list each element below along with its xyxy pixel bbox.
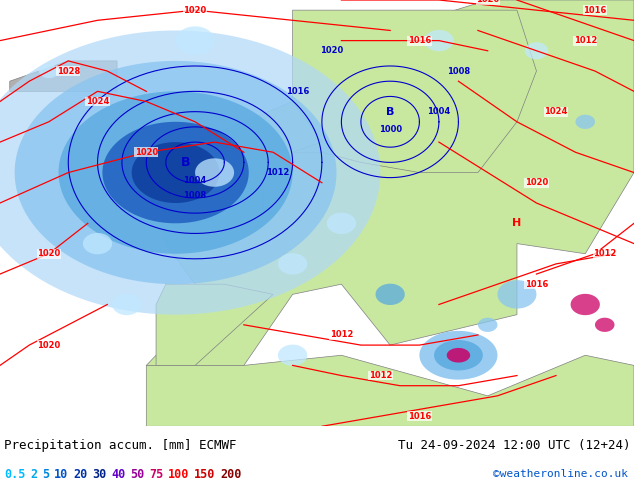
Text: 5: 5 <box>42 467 49 481</box>
Polygon shape <box>132 142 219 203</box>
Text: B: B <box>386 107 394 117</box>
Polygon shape <box>420 331 498 380</box>
Text: 1012: 1012 <box>574 36 597 45</box>
Text: 40: 40 <box>111 467 126 481</box>
Polygon shape <box>375 284 404 305</box>
Text: 1008: 1008 <box>183 192 207 200</box>
Text: 1012: 1012 <box>330 330 353 340</box>
Polygon shape <box>424 30 453 51</box>
Text: Tu 24-09-2024 12:00 UTC (12+24): Tu 24-09-2024 12:00 UTC (12+24) <box>398 439 630 452</box>
Polygon shape <box>156 284 273 366</box>
Text: 1020: 1020 <box>525 178 548 187</box>
Polygon shape <box>103 122 249 223</box>
Text: 1000: 1000 <box>378 125 402 134</box>
Polygon shape <box>478 318 498 332</box>
Polygon shape <box>327 213 356 234</box>
Polygon shape <box>10 61 117 91</box>
Text: 1004: 1004 <box>183 176 207 185</box>
Polygon shape <box>278 253 307 274</box>
Text: 100: 100 <box>168 467 190 481</box>
Text: 75: 75 <box>149 467 163 481</box>
Text: 1020: 1020 <box>476 0 500 4</box>
Text: ©weatheronline.co.uk: ©weatheronline.co.uk <box>493 469 628 479</box>
Text: 1016: 1016 <box>525 280 548 289</box>
Polygon shape <box>176 26 214 55</box>
Polygon shape <box>58 91 293 254</box>
Text: 10: 10 <box>54 467 68 481</box>
Text: Precipitation accum. [mm] ECMWF: Precipitation accum. [mm] ECMWF <box>4 439 236 452</box>
Text: H: H <box>512 219 522 228</box>
Polygon shape <box>146 0 634 366</box>
Text: 2: 2 <box>30 467 37 481</box>
Text: 150: 150 <box>194 467 216 481</box>
Text: 20: 20 <box>73 467 87 481</box>
Polygon shape <box>434 340 483 370</box>
Polygon shape <box>576 115 595 129</box>
Polygon shape <box>39 64 58 78</box>
Polygon shape <box>146 355 634 426</box>
Text: 1016: 1016 <box>583 6 607 15</box>
Polygon shape <box>83 233 112 254</box>
Text: 1024: 1024 <box>544 107 567 116</box>
Polygon shape <box>293 10 536 172</box>
Text: 1020: 1020 <box>37 341 60 349</box>
Polygon shape <box>185 142 263 223</box>
Polygon shape <box>447 348 470 363</box>
Text: 1016: 1016 <box>408 36 431 45</box>
Text: 1016: 1016 <box>286 87 309 96</box>
Text: 1024: 1024 <box>86 97 109 106</box>
Text: 1008: 1008 <box>447 67 470 75</box>
Polygon shape <box>195 158 234 187</box>
Polygon shape <box>595 318 614 332</box>
Text: 1012: 1012 <box>593 249 616 258</box>
Text: 30: 30 <box>92 467 107 481</box>
Text: 1012: 1012 <box>369 371 392 380</box>
Text: 1012: 1012 <box>266 168 290 177</box>
Text: 50: 50 <box>130 467 145 481</box>
Polygon shape <box>571 294 600 315</box>
Text: 1016: 1016 <box>408 412 431 420</box>
Text: B: B <box>181 156 190 169</box>
Text: 200: 200 <box>220 467 242 481</box>
Text: 1020: 1020 <box>183 6 207 15</box>
Polygon shape <box>112 294 141 315</box>
Text: 1020: 1020 <box>134 148 158 157</box>
Text: 1020: 1020 <box>320 46 343 55</box>
Polygon shape <box>525 42 548 59</box>
Text: 1004: 1004 <box>427 107 451 116</box>
Polygon shape <box>278 344 307 366</box>
Text: 1028: 1028 <box>56 67 80 75</box>
Polygon shape <box>498 280 536 309</box>
Text: 1020: 1020 <box>37 249 60 258</box>
Polygon shape <box>0 30 380 315</box>
Text: 0.5: 0.5 <box>4 467 25 481</box>
Polygon shape <box>15 61 337 284</box>
